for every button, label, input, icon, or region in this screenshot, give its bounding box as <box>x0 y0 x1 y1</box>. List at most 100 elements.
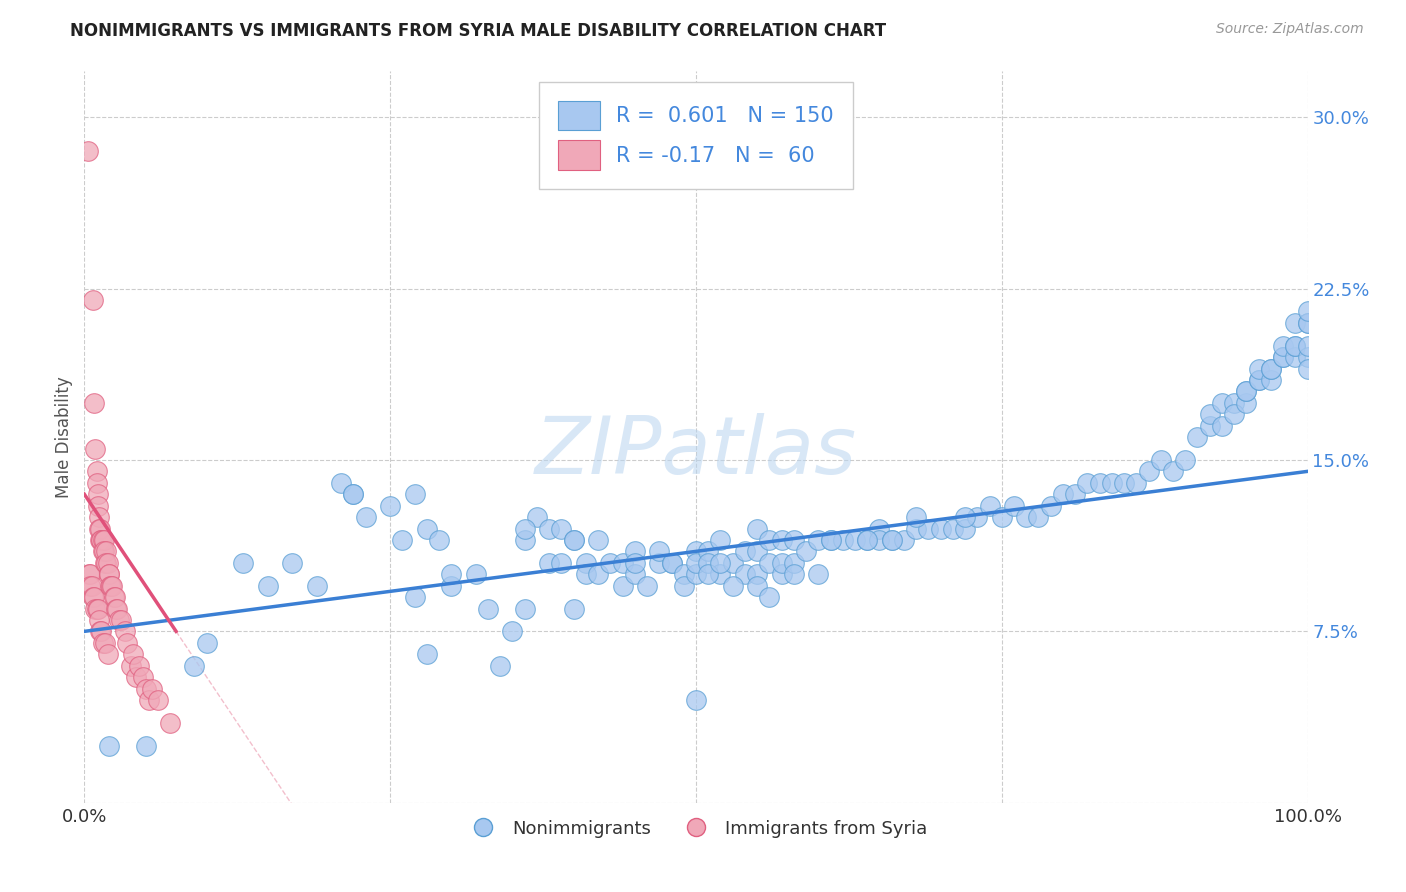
Point <box>1247 373 1270 387</box>
Point <box>1088 475 1111 490</box>
Point <box>122 647 145 661</box>
Point <box>1101 475 1123 490</box>
Point <box>1284 316 1306 330</box>
Point <box>880 533 903 547</box>
Point <box>709 556 731 570</box>
Point <box>1161 464 1184 478</box>
Point <box>79 579 101 593</box>
Point <box>103 590 125 604</box>
Point <box>89 533 111 547</box>
Text: ZIPatlas: ZIPatlas <box>534 413 858 491</box>
Point <box>1223 407 1246 421</box>
Point <box>83 396 105 410</box>
Point <box>1284 338 1306 352</box>
Point <box>1223 396 1246 410</box>
Point <box>132 670 155 684</box>
Point <box>135 681 157 696</box>
Point <box>105 601 128 615</box>
Point <box>1076 475 1098 490</box>
Point <box>562 533 585 547</box>
Point <box>232 556 254 570</box>
Point <box>747 544 769 558</box>
Point <box>586 567 609 582</box>
Point <box>83 590 105 604</box>
Point <box>89 521 111 535</box>
Point <box>135 739 157 753</box>
Point <box>128 658 150 673</box>
Point <box>685 693 707 707</box>
Point <box>1296 350 1319 364</box>
Point <box>575 567 598 582</box>
Point <box>538 521 561 535</box>
Point <box>86 464 108 478</box>
Point <box>758 556 780 570</box>
Point <box>562 601 585 615</box>
Point <box>404 590 426 604</box>
Point <box>979 499 1001 513</box>
Point <box>1052 487 1074 501</box>
Point <box>1150 453 1173 467</box>
Point <box>820 533 842 547</box>
Point <box>783 533 806 547</box>
Point <box>550 521 572 535</box>
Point <box>380 499 402 513</box>
Point <box>120 658 142 673</box>
Point <box>1296 338 1319 352</box>
Point <box>91 544 114 558</box>
Point <box>90 533 112 547</box>
Point <box>586 533 609 547</box>
Point <box>513 521 536 535</box>
Point <box>747 579 769 593</box>
Point <box>1174 453 1197 467</box>
Point <box>721 579 744 593</box>
Point <box>721 556 744 570</box>
Point <box>1198 418 1220 433</box>
Point <box>1015 510 1038 524</box>
Point <box>84 442 107 456</box>
Point <box>101 579 124 593</box>
Point <box>770 556 793 570</box>
Point <box>1272 350 1295 364</box>
Point <box>880 533 903 547</box>
Point <box>672 567 695 582</box>
Point <box>856 533 879 547</box>
Point <box>917 521 939 535</box>
Point <box>305 579 328 593</box>
Point <box>416 521 439 535</box>
Point <box>87 521 110 535</box>
Point <box>114 624 136 639</box>
Point <box>146 693 169 707</box>
Point <box>697 544 720 558</box>
Point <box>1137 464 1160 478</box>
Point <box>97 647 120 661</box>
Point <box>1236 384 1258 399</box>
Point <box>89 624 111 639</box>
Point <box>342 487 364 501</box>
Point <box>96 544 118 558</box>
Point <box>526 510 548 524</box>
Point <box>758 533 780 547</box>
Point <box>624 556 647 570</box>
Point <box>90 624 112 639</box>
Point <box>1272 350 1295 364</box>
Point <box>82 590 104 604</box>
Point <box>1187 430 1209 444</box>
Point <box>77 567 100 582</box>
Point <box>440 579 463 593</box>
Point <box>844 533 866 547</box>
Point <box>100 579 122 593</box>
Point <box>94 556 117 570</box>
Point <box>427 533 450 547</box>
Point <box>612 579 634 593</box>
Point <box>794 544 817 558</box>
Point <box>257 579 280 593</box>
Point <box>125 670 148 684</box>
Point <box>87 487 110 501</box>
Point <box>612 556 634 570</box>
Point <box>1211 396 1233 410</box>
Point <box>869 521 891 535</box>
Point <box>697 556 720 570</box>
Point <box>624 544 647 558</box>
Point <box>1236 396 1258 410</box>
Point <box>330 475 353 490</box>
